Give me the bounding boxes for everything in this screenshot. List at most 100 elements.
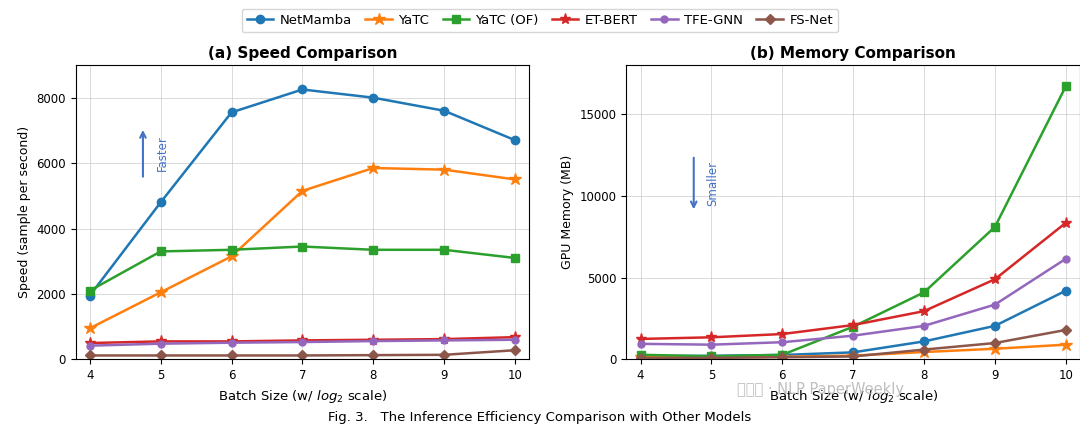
- TFE-GNN: [296, 339, 309, 345]
- FS-Net: [154, 353, 167, 358]
- Line: FS-Net: FS-Net: [637, 326, 1069, 362]
- YaTC: [83, 326, 96, 331]
- FS-Net: [847, 354, 860, 359]
- FS-Net: [437, 352, 450, 357]
- TFE-GNN: [437, 338, 450, 343]
- YaTC (OF): [1059, 84, 1072, 89]
- ET-BERT: [437, 336, 450, 342]
- Y-axis label: Speed (sample per second): Speed (sample per second): [17, 126, 30, 298]
- YaTC (OF): [83, 288, 96, 293]
- ET-BERT: [154, 339, 167, 344]
- FS-Net: [775, 355, 788, 360]
- ET-BERT: [1059, 220, 1072, 226]
- TFE-GNN: [225, 340, 238, 345]
- TFE-GNN: [988, 302, 1001, 307]
- TFE-GNN: [634, 341, 647, 346]
- ET-BERT: [509, 335, 522, 340]
- ET-BERT: [296, 338, 309, 343]
- YaTC: [509, 177, 522, 182]
- YaTC (OF): [918, 290, 931, 295]
- Line: FS-Net: FS-Net: [86, 347, 518, 359]
- FS-Net: [225, 353, 238, 358]
- YaTC (OF): [988, 224, 1001, 229]
- YaTC: [847, 353, 860, 358]
- TFE-GNN: [847, 333, 860, 338]
- YaTC: [437, 167, 450, 172]
- FS-Net: [367, 352, 380, 358]
- Y-axis label: GPU Memory (MB): GPU Memory (MB): [562, 155, 575, 269]
- ET-BERT: [988, 277, 1001, 282]
- X-axis label: Batch Size (w/ $\mathit{log}_2$ scale): Batch Size (w/ $\mathit{log}_2$ scale): [218, 388, 387, 405]
- NetMamba: [775, 352, 788, 358]
- Text: Smaller: Smaller: [706, 161, 719, 206]
- Line: YaTC (OF): YaTC (OF): [85, 242, 519, 295]
- ET-BERT: [83, 340, 96, 346]
- NetMamba: [634, 353, 647, 359]
- YaTC (OF): [367, 247, 380, 252]
- NetMamba: [988, 323, 1001, 329]
- TFE-GNN: [705, 342, 718, 347]
- YaTC (OF): [154, 249, 167, 254]
- YaTC: [367, 165, 380, 171]
- TFE-GNN: [83, 343, 96, 348]
- YaTC (OF): [775, 352, 788, 357]
- NetMamba: [296, 87, 309, 92]
- YaTC: [154, 290, 167, 295]
- ET-BERT: [634, 336, 647, 342]
- Line: ET-BERT: ET-BERT: [635, 217, 1071, 345]
- Title: (b) Memory Comparison: (b) Memory Comparison: [751, 46, 956, 61]
- ET-BERT: [847, 323, 860, 328]
- NetMamba: [847, 350, 860, 355]
- YaTC: [225, 254, 238, 259]
- FS-Net: [296, 353, 309, 358]
- TFE-GNN: [1059, 256, 1072, 262]
- ET-BERT: [225, 339, 238, 344]
- YaTC (OF): [296, 244, 309, 249]
- YaTC (OF): [437, 247, 450, 252]
- Line: YaTC: YaTC: [634, 339, 1072, 364]
- NetMamba: [225, 110, 238, 115]
- Text: Fig. 3.   The Inference Efficiency Comparison with Other Models: Fig. 3. The Inference Efficiency Compari…: [328, 411, 752, 424]
- Line: TFE-GNN: TFE-GNN: [86, 336, 518, 349]
- FS-Net: [1059, 327, 1072, 333]
- FS-Net: [988, 340, 1001, 346]
- TFE-GNN: [367, 339, 380, 344]
- ET-BERT: [705, 335, 718, 340]
- Line: YaTC: YaTC: [83, 162, 522, 335]
- YaTC: [918, 349, 931, 355]
- Line: NetMamba: NetMamba: [85, 85, 519, 300]
- Line: YaTC (OF): YaTC (OF): [636, 82, 1070, 360]
- FS-Net: [918, 347, 931, 352]
- YaTC: [296, 188, 309, 194]
- Title: (a) Speed Comparison: (a) Speed Comparison: [207, 46, 397, 61]
- Line: NetMamba: NetMamba: [636, 287, 1070, 360]
- YaTC: [1059, 342, 1072, 347]
- YaTC: [988, 346, 1001, 351]
- Legend: NetMamba, YaTC, YaTC (OF), ET-BERT, TFE-GNN, FS-Net: NetMamba, YaTC, YaTC (OF), ET-BERT, TFE-…: [242, 9, 838, 32]
- Text: Faster: Faster: [156, 136, 168, 171]
- YaTC (OF): [634, 352, 647, 357]
- TFE-GNN: [775, 339, 788, 345]
- FS-Net: [83, 353, 96, 358]
- Text: 公众号 · NLP PaperWeekly: 公众号 · NLP PaperWeekly: [738, 382, 904, 397]
- YaTC: [775, 354, 788, 359]
- ET-BERT: [775, 331, 788, 336]
- X-axis label: Batch Size (w/ $\mathit{log}_2$ scale): Batch Size (w/ $\mathit{log}_2$ scale): [769, 388, 937, 405]
- NetMamba: [918, 339, 931, 344]
- NetMamba: [705, 353, 718, 359]
- NetMamba: [367, 95, 380, 100]
- NetMamba: [83, 293, 96, 298]
- NetMamba: [1059, 288, 1072, 293]
- TFE-GNN: [918, 323, 931, 329]
- YaTC: [634, 355, 647, 360]
- YaTC (OF): [225, 247, 238, 252]
- ET-BERT: [367, 337, 380, 343]
- TFE-GNN: [509, 337, 522, 343]
- FS-Net: [705, 355, 718, 361]
- NetMamba: [437, 108, 450, 113]
- TFE-GNN: [154, 341, 167, 346]
- Line: TFE-GNN: TFE-GNN: [637, 255, 1069, 348]
- FS-Net: [634, 355, 647, 361]
- ET-BERT: [918, 309, 931, 314]
- YaTC (OF): [509, 255, 522, 261]
